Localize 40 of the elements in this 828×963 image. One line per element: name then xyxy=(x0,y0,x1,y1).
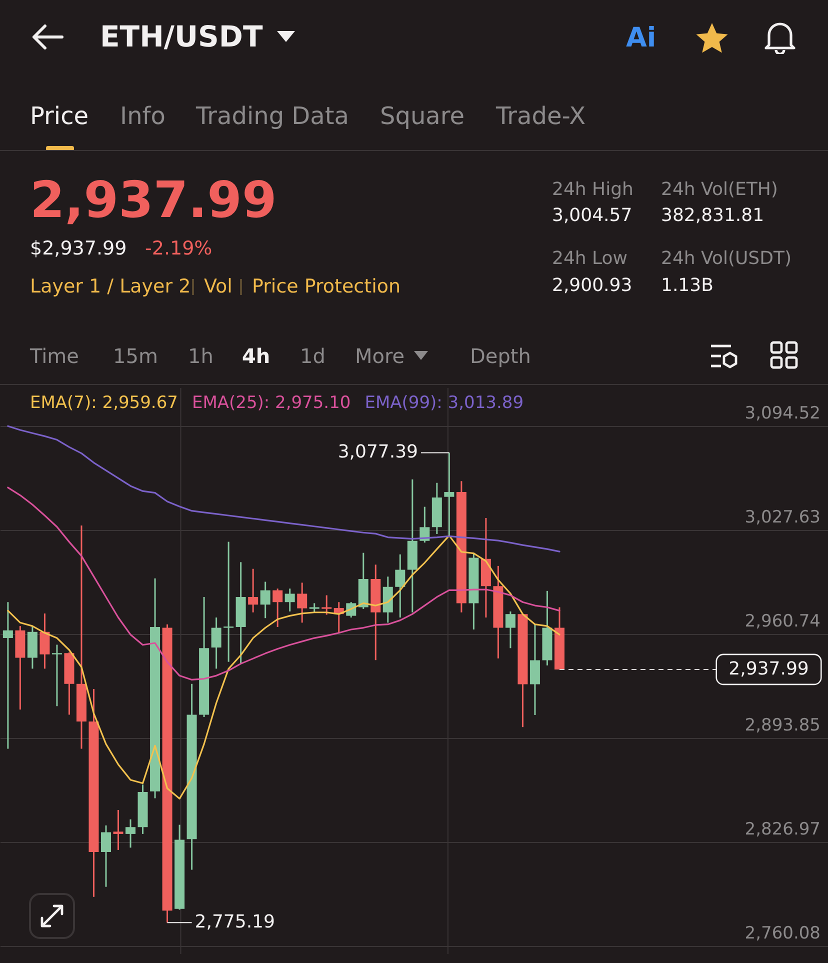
ref-line-label: 2,937.99 xyxy=(728,658,809,680)
text: Layer 1 / Layer 2 xyxy=(30,276,191,298)
text: Ai xyxy=(626,22,656,54)
text: Time xyxy=(30,344,79,368)
text: 24h High xyxy=(552,179,634,200)
text: More xyxy=(355,344,405,368)
text: 2,900.93 xyxy=(552,275,632,296)
text: 2,937.99 xyxy=(30,171,277,229)
y-tick-label: 2,893.85 xyxy=(744,716,820,736)
text: $2,937.99 xyxy=(30,238,127,260)
text: 382,831.81 xyxy=(661,205,764,226)
text: EMA(7): 2,959.67 xyxy=(30,393,178,413)
text: EMA(25): 2,975.10 xyxy=(192,393,351,413)
y-tick-label: 2,760.08 xyxy=(744,924,820,944)
y-tick-label: 2,960.74 xyxy=(744,612,820,632)
text: -2.19% xyxy=(145,238,212,260)
text: Vol xyxy=(204,276,232,298)
y-tick-label: 2,826.97 xyxy=(744,820,820,840)
y-tick-label: 3,094.52 xyxy=(744,404,820,424)
text: Depth xyxy=(470,344,531,368)
chart-title: ETH/USDT xyxy=(100,20,263,54)
text: 1h xyxy=(188,344,214,368)
text: Trade-X xyxy=(496,102,586,130)
text: 24h Vol(USDT) xyxy=(661,248,792,269)
text: 15m xyxy=(113,344,158,368)
text: 1.13B xyxy=(661,275,714,296)
text: Info xyxy=(120,102,166,130)
y-tick-label: 3,027.63 xyxy=(744,508,820,528)
text: 24h Vol(ETH) xyxy=(661,179,778,200)
annotation: 2,775.19 xyxy=(194,912,275,933)
text: EMA(99): 3,013.89 xyxy=(364,393,524,413)
text: Price Protection xyxy=(252,276,401,298)
text: 4h xyxy=(242,344,270,368)
text: Trading Data xyxy=(196,102,349,130)
text: Price xyxy=(30,102,89,130)
annotation: 3,077.39 xyxy=(338,442,418,463)
text: Square xyxy=(380,102,464,130)
text: 3,004.57 xyxy=(552,205,632,226)
text: 24h Low xyxy=(552,248,628,269)
text: 1d xyxy=(300,344,326,368)
